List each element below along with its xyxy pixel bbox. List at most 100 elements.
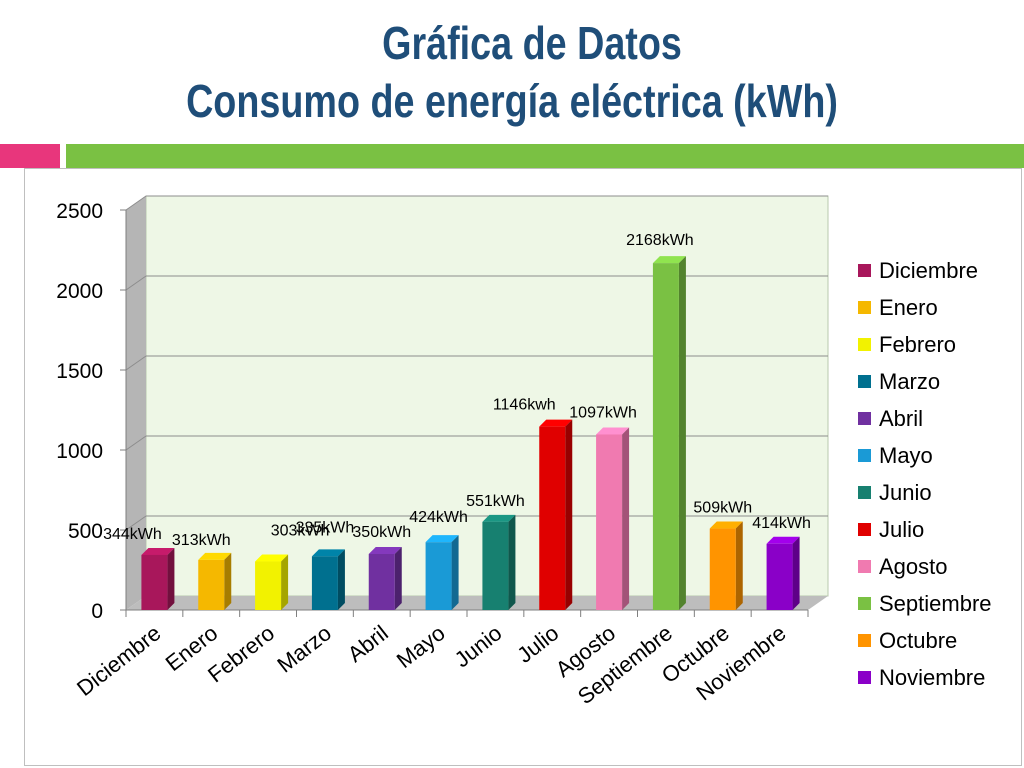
- accent-bar-pink: [0, 144, 60, 168]
- bar-front: [766, 543, 793, 610]
- bar-top: [539, 419, 573, 427]
- x-tick-label: Mayo: [392, 620, 450, 673]
- data-label: 344kWh: [103, 526, 162, 543]
- bar-top: [311, 549, 345, 557]
- x-tick-label: Junio: [450, 620, 507, 672]
- chart-legend: Diciembre Enero Febrero Marzo Abril Mayo Junio…: [858, 252, 992, 696]
- legend-swatch: [858, 338, 871, 351]
- bar-top: [766, 536, 800, 544]
- bar-agosto: [596, 427, 630, 610]
- bar-diciembre: [141, 547, 175, 610]
- legend-item: Marzo: [858, 363, 992, 400]
- bar-noviembre: [766, 536, 800, 610]
- title-block: Gráfica de Datos Consumo de energía eléc…: [0, 14, 1024, 130]
- legend-item: Noviembre: [858, 659, 992, 696]
- legend-label: Marzo: [879, 368, 941, 394]
- legend-swatch: [858, 375, 871, 388]
- data-label: 335kWh: [296, 519, 355, 536]
- bar-top: [198, 552, 232, 560]
- bar-side: [337, 549, 345, 610]
- legend-swatch: [858, 301, 871, 314]
- data-label: 350kWh: [352, 524, 411, 541]
- bar-top: [652, 256, 686, 264]
- bar-side: [622, 427, 630, 610]
- x-tick-label: Abril: [343, 620, 393, 667]
- legend-label: Junio: [879, 479, 932, 505]
- gridline-side: [125, 355, 147, 371]
- data-label: 2168kWh: [626, 232, 694, 249]
- y-tick-label: 0: [91, 600, 103, 623]
- chart-title-line-2: Consumo de energía eléctrica (kWh): [186, 75, 838, 127]
- legend-label: Septiembre: [879, 590, 992, 616]
- legend-label: Agosto: [879, 553, 948, 579]
- bar-front: [596, 434, 623, 610]
- bar-side: [792, 536, 800, 610]
- bar-top: [425, 535, 459, 543]
- x-tick-label: Marzo: [272, 620, 336, 677]
- legend-swatch: [858, 671, 871, 684]
- bar-side: [735, 521, 743, 610]
- legend-label: Enero: [879, 294, 938, 320]
- legend-swatch: [858, 412, 871, 425]
- bar-top: [255, 554, 289, 562]
- bar-septiembre: [652, 256, 686, 610]
- legend-item: Enero: [858, 289, 992, 326]
- bar-enero: [198, 552, 232, 610]
- legend-label: Julio: [879, 516, 925, 542]
- bar-julio: [539, 419, 573, 610]
- bar-front: [311, 556, 338, 610]
- bar-top: [141, 547, 175, 555]
- bar-side: [224, 552, 232, 610]
- gridline-side: [125, 435, 147, 451]
- legend-label: Mayo: [879, 442, 933, 468]
- bar-front: [539, 426, 566, 610]
- bar-marzo: [311, 549, 345, 610]
- legend-label: Abril: [879, 405, 924, 431]
- legend-item: Abril: [858, 400, 992, 437]
- bar-abril: [368, 547, 402, 610]
- legend-label: Febrero: [879, 331, 957, 357]
- bar-top: [368, 547, 402, 554]
- legend-swatch: [858, 634, 871, 647]
- gridline-side: [125, 515, 147, 531]
- legend-item: Diciembre: [858, 252, 992, 289]
- gridline-side: [125, 195, 147, 211]
- chart-title-line-1: Gráfica de Datos: [382, 17, 682, 69]
- legend-swatch: [858, 486, 871, 499]
- legend-item: Mayo: [858, 437, 992, 474]
- legend-label: Noviembre: [879, 664, 986, 690]
- bar-side: [451, 535, 459, 610]
- legend-label: Octubre: [879, 627, 958, 653]
- bar-front: [198, 559, 225, 610]
- bar-front: [482, 521, 509, 610]
- bar-side: [508, 514, 516, 610]
- accent-bar-green: [66, 144, 1024, 168]
- bar-top: [482, 514, 516, 522]
- y-tick-label: 1000: [56, 440, 103, 463]
- legend-label: Diciembre: [879, 257, 979, 283]
- legend-item: Octubre: [858, 622, 992, 659]
- legend-item: Febrero: [858, 326, 992, 363]
- bar-front: [141, 554, 168, 610]
- legend-item: Agosto: [858, 548, 992, 585]
- bar-side: [167, 547, 175, 610]
- bar-front: [255, 561, 282, 610]
- plot-side-wall: [126, 196, 146, 610]
- plot-floor: [126, 596, 828, 610]
- legend-swatch: [858, 560, 871, 573]
- bar-top: [596, 427, 630, 435]
- y-tick-label: 2000: [56, 280, 103, 303]
- data-label: 424kWh: [409, 509, 468, 526]
- bar-febrero: [255, 554, 289, 610]
- legend-swatch: [858, 264, 871, 277]
- bar-front: [425, 542, 452, 610]
- bar-front: [652, 263, 679, 610]
- legend-swatch: [858, 449, 871, 462]
- data-label: 303kWh: [271, 523, 330, 540]
- x-tick-label: Diciembre: [72, 620, 165, 701]
- bar-junio: [482, 514, 516, 610]
- bar-top: [709, 521, 743, 529]
- data-label: 1146kwh: [493, 397, 556, 414]
- bar-front: [709, 528, 736, 610]
- legend-item: Julio: [858, 511, 992, 548]
